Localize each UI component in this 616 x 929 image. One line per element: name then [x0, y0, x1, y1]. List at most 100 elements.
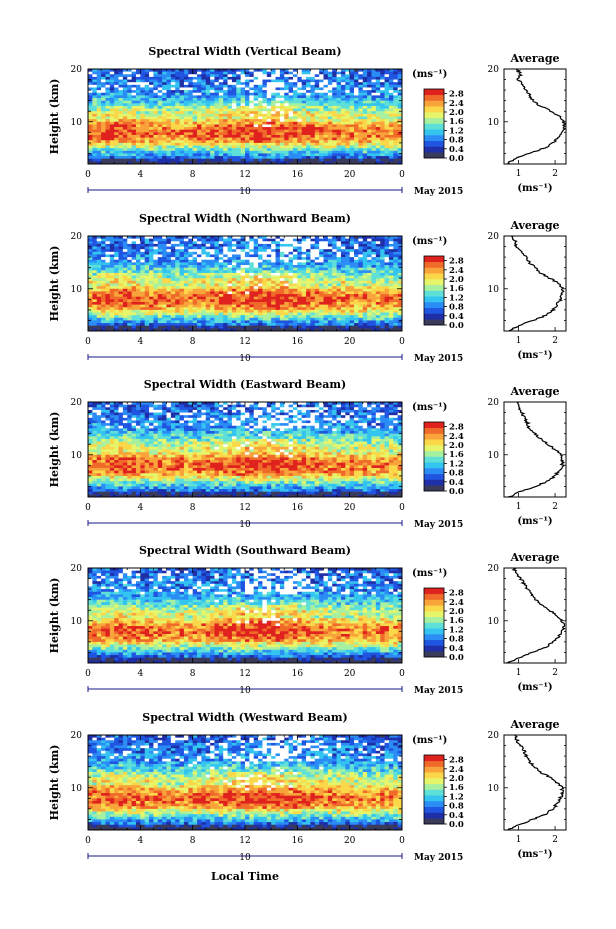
- heatmap-cell: [149, 265, 154, 269]
- heatmap-cell: [144, 74, 150, 78]
- heatmap-cell: [345, 127, 351, 131]
- heatmap-cell: [271, 278, 276, 282]
- heatmap-cell: [192, 243, 198, 247]
- heatmap-cell: [162, 140, 167, 144]
- heatmap-cell: [118, 283, 124, 287]
- heatmap-cell: [170, 103, 176, 107]
- colorbar-swatch: [424, 123, 444, 130]
- heatmap-cell: [157, 265, 163, 269]
- heatmap-cell: [345, 116, 351, 120]
- heatmap-cell: [214, 92, 220, 96]
- heatmap-cell: [380, 79, 385, 83]
- heatmap-cell: [231, 299, 237, 303]
- heatmap-cell: [170, 309, 176, 313]
- heatmap-cell: [114, 137, 119, 141]
- heatmap-cell: [384, 267, 390, 271]
- heatmap-cell: [371, 156, 377, 160]
- heatmap-cell: [162, 275, 167, 279]
- heatmap-cell: [380, 270, 385, 274]
- heatmap-cell: [266, 257, 272, 261]
- heatmap-cell: [275, 116, 281, 120]
- heatmap-cell: [118, 113, 124, 117]
- heatmap-cell: [384, 132, 390, 136]
- heatmap-cell: [170, 241, 176, 245]
- heatmap-cell: [157, 98, 163, 102]
- heatmap-cell: [358, 148, 364, 152]
- heatmap-cell: [214, 241, 220, 245]
- heatmap-cell: [170, 299, 176, 303]
- heatmap-cell: [397, 137, 403, 141]
- heatmap-cell: [218, 129, 224, 133]
- heatmap-cell: [166, 145, 172, 149]
- heatmap-cell: [380, 278, 385, 282]
- heatmap-cell: [332, 236, 337, 240]
- heatmap-cell: [297, 158, 303, 162]
- heatmap-cell: [362, 243, 368, 247]
- heatmap-cell: [340, 161, 346, 165]
- heatmap-cell: [197, 257, 202, 261]
- heatmap-cell: [323, 309, 329, 313]
- heatmap-cell: [192, 129, 198, 133]
- heatmap-cell: [218, 87, 224, 91]
- heatmap-cell: [210, 105, 215, 109]
- heatmap-cell: [88, 309, 93, 313]
- heatmap-cell: [266, 251, 272, 255]
- heatmap-cell: [114, 145, 119, 149]
- heatmap-cell: [336, 79, 342, 83]
- heatmap-cell: [367, 291, 372, 295]
- heatmap-cell: [327, 161, 333, 165]
- heatmap-cell: [310, 265, 316, 269]
- heatmap-cell: [332, 82, 337, 86]
- heatmap-cell: [292, 111, 298, 115]
- heatmap-cell: [179, 127, 185, 131]
- heatmap-cell: [205, 90, 211, 94]
- heatmap-cell: [122, 283, 128, 287]
- heatmap-cell: [319, 251, 324, 255]
- heatmap-cell: [162, 124, 167, 128]
- heatmap-cell: [367, 124, 372, 128]
- heatmap-cell: [340, 286, 346, 290]
- heatmap-cell: [345, 87, 351, 91]
- heatmap-cell: [380, 236, 385, 240]
- heatmap-cell: [223, 76, 228, 80]
- heatmap-cell: [327, 158, 333, 162]
- heatmap-cell: [210, 129, 215, 133]
- heatmap-cell: [253, 286, 259, 290]
- heatmap-cell: [170, 82, 176, 86]
- panel-title: Spectral Width (Vertical Beam): [148, 45, 341, 58]
- heatmap-cell: [253, 156, 259, 160]
- heatmap-cell: [323, 275, 329, 279]
- heatmap-cell: [397, 95, 403, 99]
- heatmap-cell: [319, 299, 324, 303]
- heatmap-cell: [253, 272, 259, 276]
- heatmap-cell: [314, 309, 320, 313]
- heatmap-cell: [262, 301, 268, 306]
- heatmap-cell: [266, 71, 272, 75]
- heatmap-cell: [362, 270, 368, 274]
- heatmap-cell: [310, 137, 316, 141]
- heatmap-cell: [319, 148, 324, 152]
- heatmap-cell: [266, 307, 272, 311]
- heatmap-cell: [380, 140, 385, 144]
- heatmap-cell: [140, 309, 146, 313]
- heatmap-cell: [288, 307, 294, 311]
- heatmap-cell: [114, 317, 119, 321]
- heatmap-cell: [397, 294, 403, 298]
- heatmap-cell: [183, 262, 189, 266]
- heatmap-cell: [266, 124, 272, 128]
- heatmap-cell: [262, 236, 268, 240]
- heatmap-cell: [118, 82, 124, 86]
- heatmap-cell: [367, 145, 372, 149]
- heatmap-cell: [127, 254, 133, 258]
- heatmap-cell: [122, 95, 128, 99]
- heatmap-cell: [227, 95, 233, 99]
- heatmap-cell: [179, 156, 185, 160]
- heatmap-cell: [292, 92, 298, 96]
- heatmap-cell: [109, 90, 115, 94]
- heatmap-cell: [135, 312, 141, 316]
- heatmap-cell: [214, 280, 220, 284]
- heatmap-cell: [157, 275, 163, 279]
- heatmap-cell: [122, 116, 128, 120]
- heatmap-cell: [323, 103, 329, 107]
- heatmap-cell: [101, 241, 106, 245]
